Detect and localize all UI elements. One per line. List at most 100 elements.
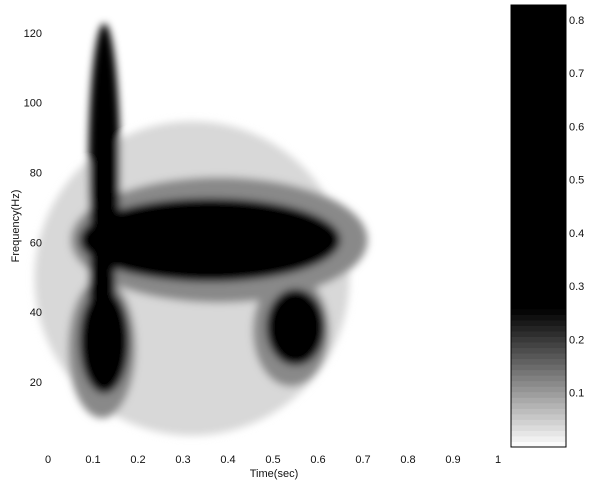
colorbar-step <box>511 77 566 83</box>
x-tick-label: 0.3 <box>175 454 190 466</box>
colorbar-step <box>511 171 566 177</box>
colorbar-step <box>511 243 566 249</box>
colorbar-step <box>511 182 566 188</box>
colorbar-step <box>511 359 566 365</box>
colorbar-step <box>511 93 566 99</box>
colorbar-step <box>511 309 566 315</box>
colorbar-step <box>511 11 566 17</box>
colorbar-tick-label: 0.6 <box>569 121 584 133</box>
colorbar-step <box>511 281 566 287</box>
colorbar-tick-label: 0.4 <box>569 228 584 240</box>
colorbar-step <box>511 303 566 309</box>
colorbar-step <box>511 325 566 331</box>
colorbar-step <box>511 22 566 28</box>
colorbar-step <box>511 375 566 381</box>
colorbar-step <box>511 209 566 215</box>
colorbar <box>511 5 566 448</box>
colorbar-step <box>511 364 566 370</box>
y-axis-label: Frequency(Hz) <box>10 190 22 263</box>
colorbar-tick-label: 0.3 <box>569 281 584 293</box>
x-tick-label: 0.5 <box>265 454 280 466</box>
y-tick-label: 120 <box>24 28 42 40</box>
colorbar-step <box>511 127 566 133</box>
colorbar-step <box>511 198 566 204</box>
colorbar-step <box>511 254 566 260</box>
colorbar-step <box>511 425 566 431</box>
colorbar-step <box>511 370 566 376</box>
colorbar-step <box>511 104 566 110</box>
colorbar-step <box>511 154 566 160</box>
intensity-region <box>80 198 341 282</box>
x-tick-label: 0.4 <box>220 454 235 466</box>
colorbar-step <box>511 237 566 243</box>
colorbar-step <box>511 353 566 359</box>
colorbar-step <box>511 342 566 348</box>
colorbar-step <box>511 430 566 436</box>
colorbar-step <box>511 71 566 77</box>
colorbar-step <box>511 337 566 343</box>
y-tick-label: 60 <box>30 237 42 249</box>
colorbar-step <box>511 276 566 282</box>
colorbar-step <box>511 220 566 226</box>
colorbar-step <box>511 436 566 442</box>
page: {"chart_data": {"type": "heatmap", "xlab… <box>0 0 595 481</box>
x-axis-label: Time(sec) <box>250 468 298 480</box>
colorbar-step <box>511 88 566 94</box>
colorbar-step <box>511 138 566 144</box>
colorbar-step <box>511 149 566 155</box>
colorbar-step <box>511 143 566 149</box>
colorbar-step <box>511 193 566 199</box>
colorbar-step <box>511 49 566 55</box>
y-tick-label: 80 <box>30 168 42 180</box>
x-tick-label: 0.1 <box>85 454 100 466</box>
colorbar-step <box>511 176 566 182</box>
colorbar-step <box>511 314 566 320</box>
y-tick-label: 100 <box>24 98 42 110</box>
colorbar-step <box>511 187 566 193</box>
chart: Time(sec) Frequency(Hz) 00.10.20.30.40.5… <box>0 0 595 481</box>
colorbar-step <box>511 248 566 254</box>
colorbar-step <box>511 397 566 403</box>
colorbar-step <box>511 403 566 409</box>
colorbar-tick-label: 0.7 <box>569 68 584 80</box>
colorbar-step <box>511 320 566 326</box>
colorbar-step <box>511 110 566 116</box>
colorbar-step <box>511 55 566 61</box>
colorbar-step <box>511 414 566 420</box>
y-tick-label: 20 <box>30 377 42 389</box>
colorbar-step <box>511 165 566 171</box>
colorbar-step <box>511 215 566 221</box>
intensity-region <box>266 289 325 366</box>
intensity-region <box>89 209 116 384</box>
x-tick-label: 0 <box>45 454 51 466</box>
colorbar-step <box>511 386 566 392</box>
x-tick-label: 1 <box>495 454 501 466</box>
colorbar-tick-label: 0.8 <box>569 15 584 27</box>
colorbar-step <box>511 60 566 66</box>
x-tick-label: 0.9 <box>445 454 460 466</box>
colorbar-step <box>511 287 566 293</box>
colorbar-step <box>511 33 566 39</box>
colorbar-step <box>511 298 566 304</box>
colorbar-step <box>511 259 566 265</box>
colorbar-step <box>511 116 566 122</box>
colorbar-step <box>511 38 566 44</box>
colorbar-step <box>511 27 566 33</box>
y-tick-label: 40 <box>30 307 42 319</box>
colorbar-step <box>511 66 566 72</box>
colorbar-step <box>511 265 566 271</box>
colorbar-step <box>511 99 566 105</box>
colorbar-step <box>511 381 566 387</box>
x-tick-label: 0.6 <box>310 454 325 466</box>
colorbar-tick-label: 0.5 <box>569 175 584 187</box>
colorbar-step <box>511 392 566 398</box>
x-tick-label: 0.8 <box>400 454 415 466</box>
colorbar-step <box>511 82 566 88</box>
x-tick-label: 0.7 <box>355 454 370 466</box>
colorbar-tick-label: 0.1 <box>569 388 584 400</box>
colorbar-step <box>511 226 566 232</box>
colorbar-step <box>511 232 566 238</box>
colorbar-step <box>511 132 566 138</box>
colorbar-step <box>511 292 566 298</box>
colorbar-step <box>511 331 566 337</box>
